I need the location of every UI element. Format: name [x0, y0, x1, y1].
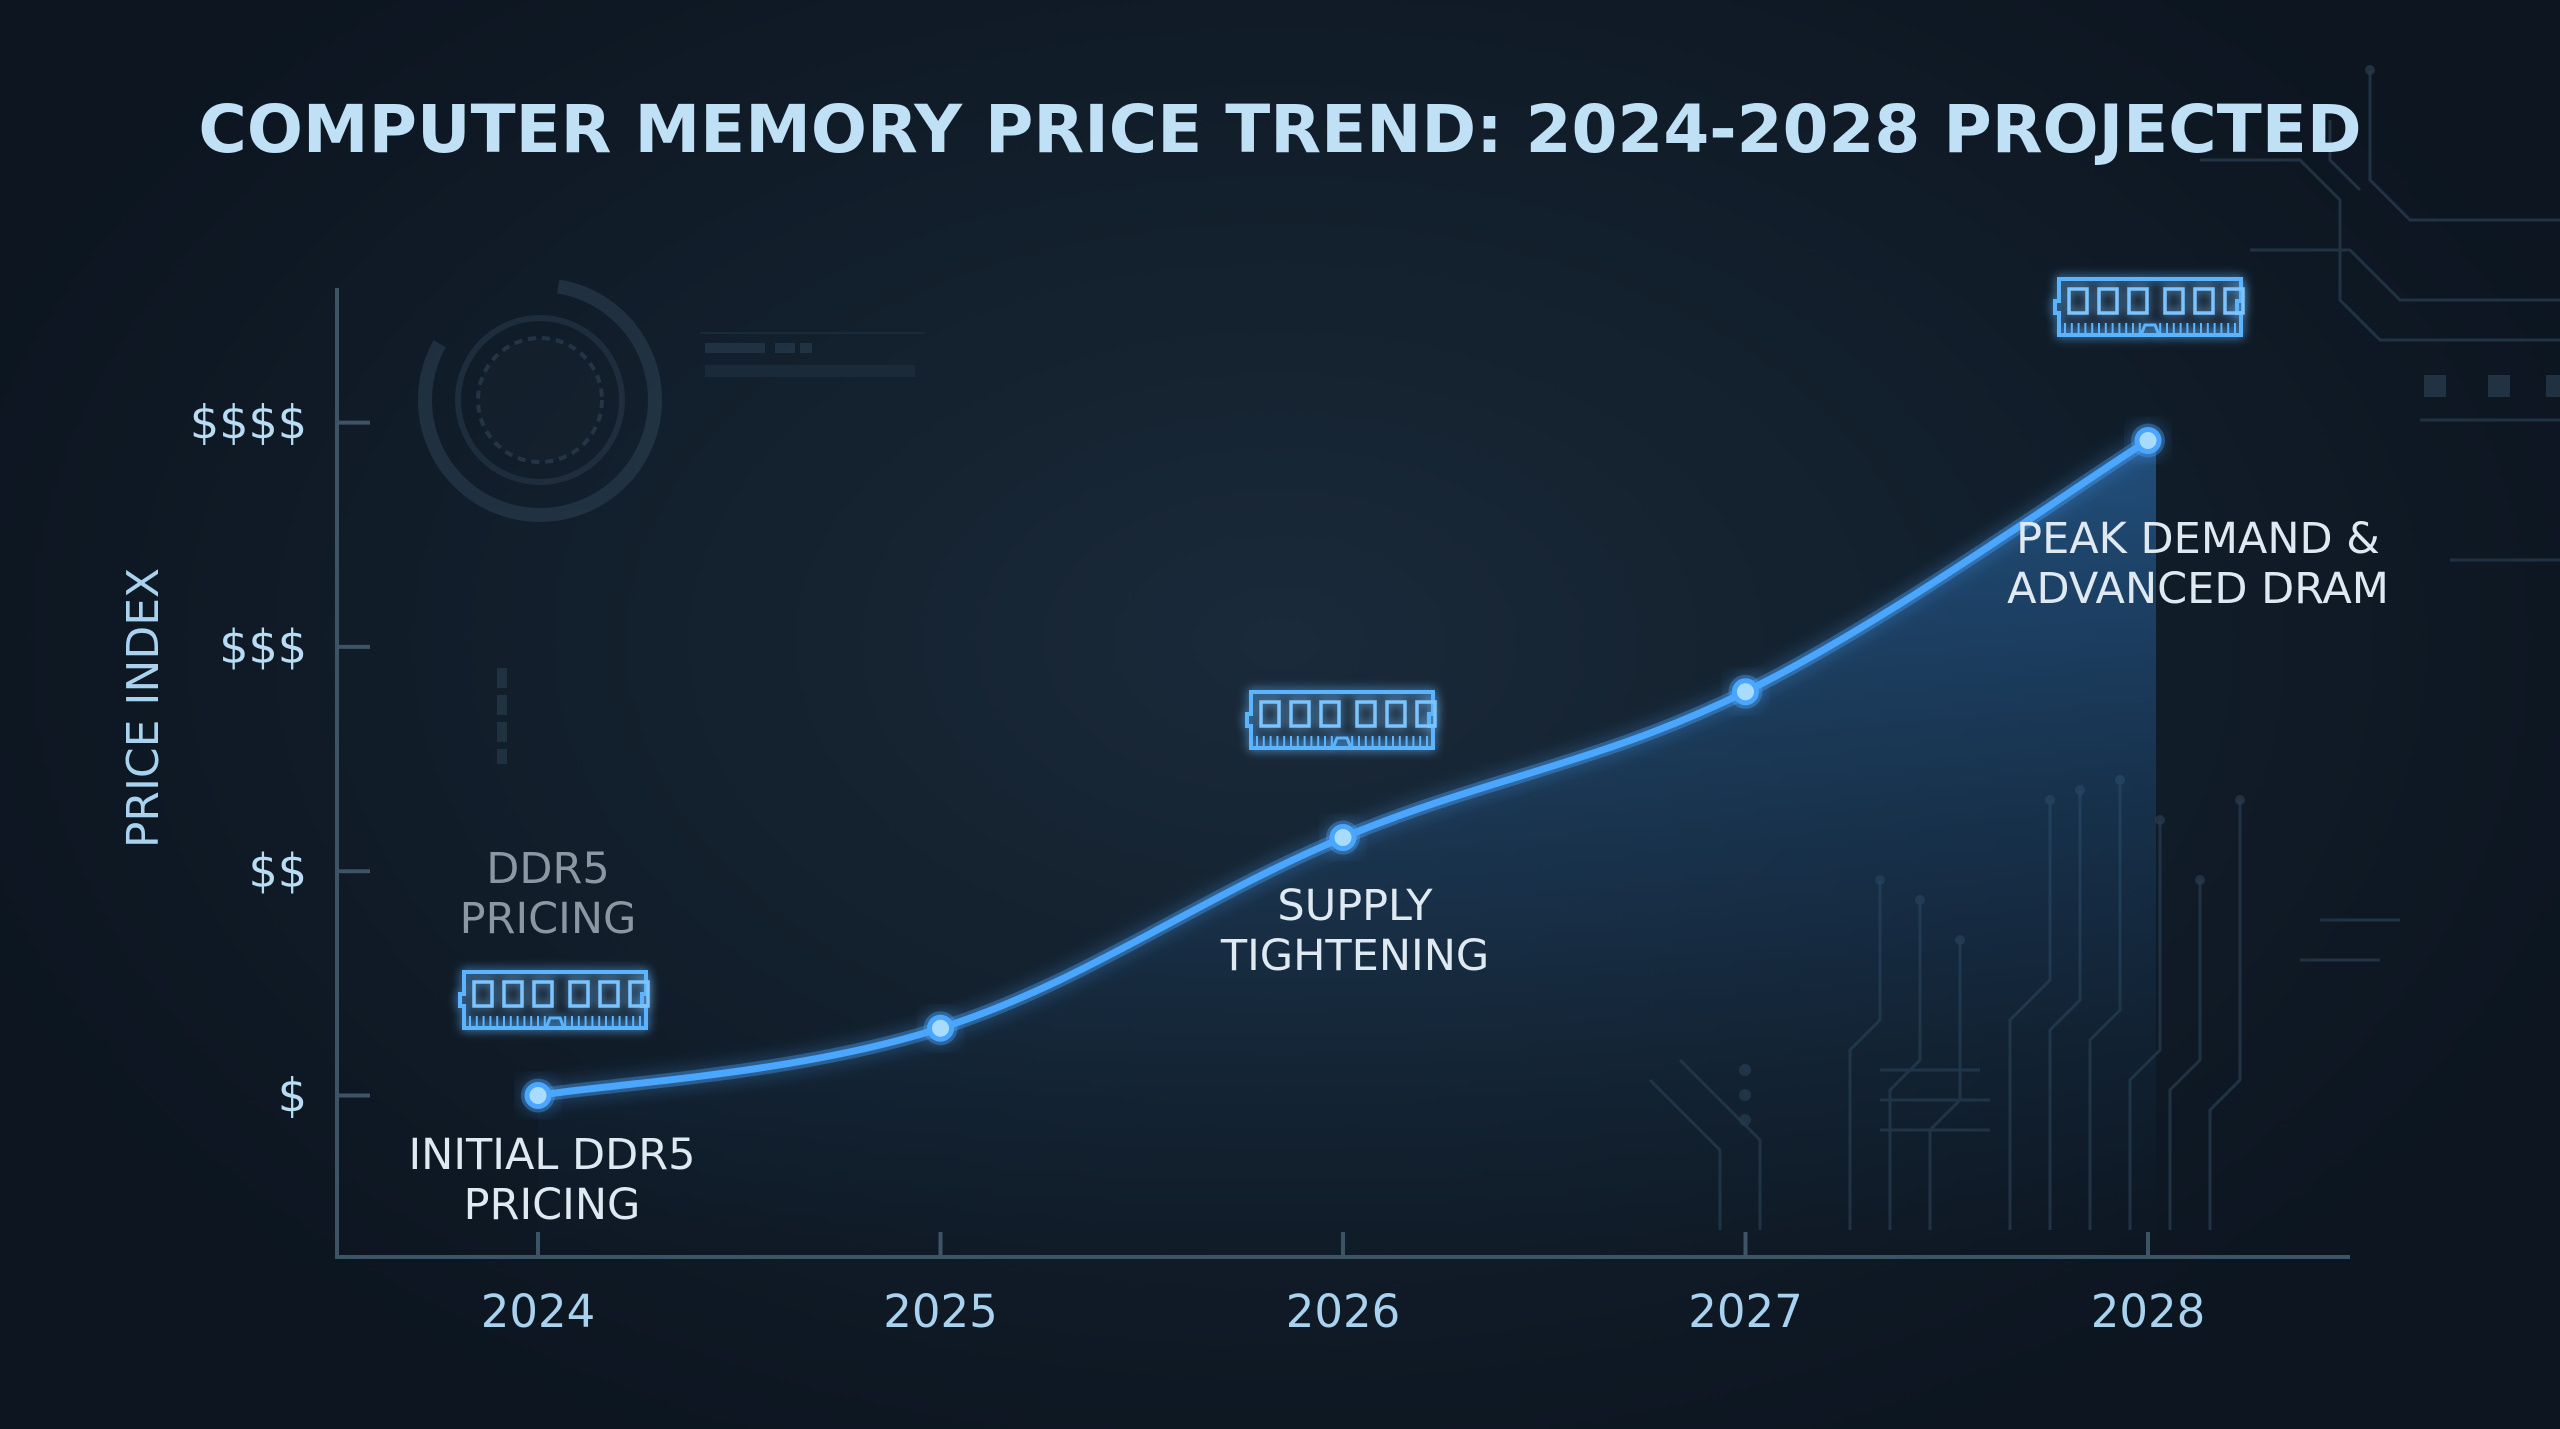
annotation-label: PEAK DEMAND &	[2016, 514, 2380, 564]
decor-hud-ring	[418, 278, 925, 764]
annotation-label: ADVANCED DRAM	[2007, 564, 2389, 614]
annotation-label: INITIAL DDR5	[409, 1130, 696, 1180]
x-tick-label: 2026	[1286, 1285, 1401, 1338]
annotation-label: TIGHTENING	[1220, 931, 1489, 981]
data-point	[1329, 824, 1357, 852]
annotation-label: SUPPLY	[1277, 881, 1433, 931]
data-point	[2134, 427, 2162, 455]
x-tick-label: 2025	[883, 1285, 998, 1338]
data-point	[1732, 678, 1759, 706]
y-tick-label: $$$$	[190, 396, 307, 450]
y-axis-title: PRICE INDEX	[118, 568, 169, 848]
y-tick-label: $	[278, 1069, 307, 1123]
x-tick-label: 2028	[2091, 1285, 2206, 1338]
x-tick-label: 2027	[1688, 1285, 1803, 1338]
data-point	[927, 1014, 954, 1042]
annotation-label: DDR5	[486, 844, 609, 894]
x-tick-label: 2024	[481, 1285, 596, 1338]
memory-module-icon	[2053, 277, 2245, 337]
annotation-label: PRICING	[464, 1180, 641, 1230]
annotation-label: PRICING	[460, 894, 637, 944]
memory-module-icon	[1245, 690, 1437, 750]
y-tick-label: $$$	[219, 620, 307, 674]
y-tick-label: $$	[248, 844, 307, 898]
chart-title: COMPUTER MEMORY PRICE TREND: 2024-2028 P…	[198, 91, 2361, 168]
memory-module-icon	[458, 970, 650, 1030]
data-point	[524, 1082, 552, 1109]
